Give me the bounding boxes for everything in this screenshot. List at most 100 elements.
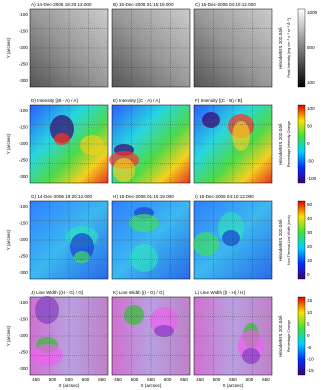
panel-title: F) Intensity [(C - B) / B] <box>195 98 242 103</box>
x-tick-label: 650 <box>98 377 106 382</box>
colorbar-tick-label: -50 <box>307 159 314 164</box>
colorbar-tick-label: 10 <box>307 310 313 315</box>
x-axis-label: X (arcsec) <box>59 383 80 388</box>
y-tick-label: -300 <box>19 174 29 179</box>
colorbar <box>297 104 306 184</box>
colorbar-label: Percentage Change <box>287 320 291 352</box>
panel-title: J) Line Width [(H - G) / G] <box>31 290 83 295</box>
y-tick-label: -100 <box>19 108 29 113</box>
colorbar-tick-label: 1000 <box>307 10 318 15</box>
colorbar-label: Non Thermal Line Width (km/s) <box>287 215 291 265</box>
y-tick-label: -200 <box>19 141 29 146</box>
y-tick-label: -100 <box>19 300 29 305</box>
x-tick-label: 500 <box>131 377 139 382</box>
y-axis-label: Y (arcsec) <box>6 133 11 154</box>
x-tick-label: 500 <box>213 377 221 382</box>
colorbar-label: Percentage Intensity Change <box>287 121 291 167</box>
panel-title: L) Line Width [(I - H) / H] <box>195 290 245 295</box>
x-tick-label: 550 <box>147 377 155 382</box>
colorbar-tick-label: 0 <box>307 333 310 338</box>
colorbar-tick-label: 50 <box>307 124 313 129</box>
y-tick-label: -150 <box>19 29 29 34</box>
y-tick-label: -200 <box>19 237 29 242</box>
x-tick-label: 600 <box>246 377 254 382</box>
colorbar-tick-label: 30 <box>307 230 313 235</box>
map-feature <box>31 344 63 366</box>
colorbar-instrument: Hinode/EIS 202.04Å <box>277 218 283 261</box>
y-tick-label: -200 <box>19 333 29 338</box>
x-tick-label: 550 <box>229 377 237 382</box>
colorbar-tick-label: 5 <box>307 322 310 327</box>
y-tick-label: -100 <box>19 204 29 209</box>
colorbar-tick-label: 0 <box>307 141 310 146</box>
panel-title: A) 14-Dec-2006 19:20:12.000 <box>31 2 92 7</box>
panel-title: D) Intensity [(B - A) / A] <box>31 98 78 103</box>
colorbar-tick-label: 50 <box>307 202 313 207</box>
map-feature <box>113 158 135 182</box>
y-tick-label: -300 <box>19 366 29 371</box>
panel-title: E) Intensity [(C - A) / A] <box>113 98 160 103</box>
colorbar-tick-label: 100 <box>307 106 315 111</box>
map-feature <box>35 296 59 324</box>
panel-title: C) 15-Dec-2006 04:10:12.000 <box>195 2 256 7</box>
map-feature <box>242 348 260 364</box>
colorbar-tick-label: -100 <box>307 176 317 181</box>
panel-title: G) 14-Dec-2006 19:20:12.000 <box>31 194 92 199</box>
y-tick-label: -250 <box>19 350 29 355</box>
colorbar-tick-label: 500 <box>307 45 315 50</box>
panel-title: K) Line Width [(I - G) / G] <box>113 290 164 295</box>
y-tick-label: -200 <box>19 45 29 50</box>
map-feature <box>222 230 240 246</box>
x-axis-label: X (arcsec) <box>141 383 162 388</box>
map-feature <box>202 112 220 128</box>
x-tick-label: 550 <box>65 377 73 382</box>
map-feature <box>80 135 104 155</box>
x-tick-label: 600 <box>164 377 172 382</box>
x-axis-label: X (arcsec) <box>223 383 244 388</box>
map-feature <box>193 232 219 256</box>
map-feature <box>74 251 90 263</box>
colorbar-tick-label: -10 <box>307 357 314 362</box>
colorbar-tick-label: -15 <box>307 368 314 373</box>
colorbar-tick-label: 100 <box>307 80 315 85</box>
y-tick-label: -250 <box>19 62 29 67</box>
panel-title: H) 15-Dec-2006 01:15:19.000 <box>113 194 174 199</box>
y-axis-label: Y (arcsec) <box>6 37 11 58</box>
x-tick-label: 450 <box>32 377 40 382</box>
x-tick-label: 650 <box>180 377 188 382</box>
colorbar-instrument: Hinode/EIS 202.04Å <box>277 26 283 69</box>
y-tick-label: -150 <box>19 317 29 322</box>
y-tick-label: -150 <box>19 125 29 130</box>
map-feature <box>154 325 174 337</box>
map-feature <box>129 214 159 232</box>
map-feature <box>232 121 250 151</box>
x-tick-label: 650 <box>262 377 270 382</box>
colorbar-label: Peak Intensity [erg cm⁻² s⁻¹ sr⁻¹ Å⁻¹] <box>286 18 291 77</box>
colorbar-tick-label: 10 <box>307 258 313 263</box>
map-feature <box>54 133 70 145</box>
colorbar-instrument: Hinode/EIS 202.04Å <box>277 314 283 357</box>
x-tick-label: 450 <box>196 377 204 382</box>
y-tick-label: -250 <box>19 158 29 163</box>
y-tick-label: -300 <box>19 78 29 83</box>
x-tick-label: 450 <box>114 377 122 382</box>
colorbar-tick-label: 20 <box>307 244 313 249</box>
x-tick-label: 500 <box>49 377 57 382</box>
panels: A) 14-Dec-2006 19:20:12.000 B) 15-Dec-200… <box>6 2 317 388</box>
colorbar-tick-label: 40 <box>307 216 313 221</box>
y-tick-label: -100 <box>19 12 29 17</box>
colorbar <box>297 296 306 376</box>
colorbar-tick-label: -5 <box>307 345 312 350</box>
y-axis-label: Y (arcsec) <box>6 229 11 250</box>
colorbar-tick-label: 0 <box>307 272 310 277</box>
panel-title: B) 15-Dec-2006 01:15:19.000 <box>113 2 174 7</box>
y-tick-label: -300 <box>19 270 29 275</box>
colorbar <box>297 8 306 88</box>
x-tick-label: 600 <box>82 377 90 382</box>
y-axis-label: Y (arcsec) <box>6 325 11 346</box>
panel-title: I) 15-Dec-2006 04:10:12.000 <box>195 194 254 199</box>
colorbar-instrument: Hinode/EIS 202.04Å <box>277 122 283 165</box>
map-feature <box>130 244 158 272</box>
map-feature <box>124 305 144 325</box>
